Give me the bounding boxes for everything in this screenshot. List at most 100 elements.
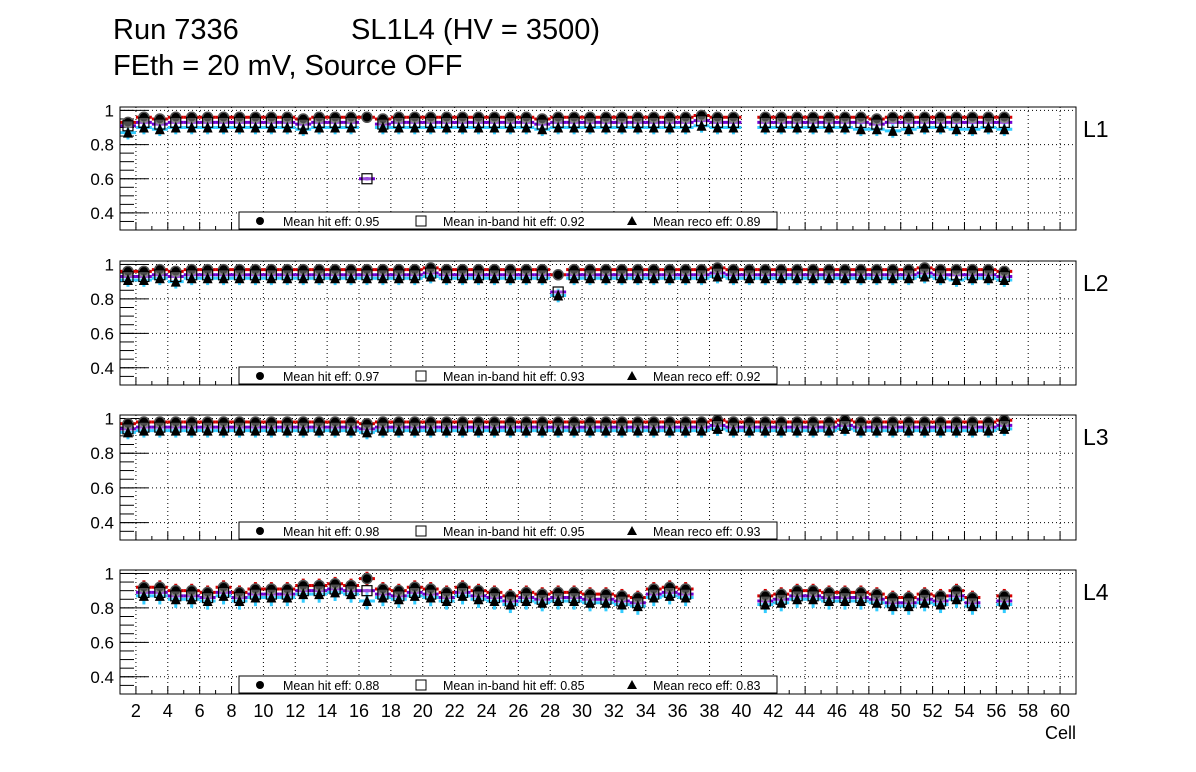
legend-reco-icon <box>627 680 637 689</box>
reco-marker <box>569 595 580 606</box>
reco-marker <box>648 591 659 603</box>
reco-marker <box>855 424 866 436</box>
reco-marker <box>441 424 452 436</box>
reco-marker <box>393 272 404 284</box>
x-tick-label: 12 <box>285 701 305 721</box>
reco-marker <box>664 121 675 133</box>
reco-marker <box>250 121 261 133</box>
reco-marker <box>298 424 309 436</box>
reco-marker <box>871 596 882 608</box>
reco-marker <box>537 123 548 135</box>
reco-marker <box>760 121 771 133</box>
reco-marker <box>122 426 133 438</box>
x-tick-label: 18 <box>381 701 401 721</box>
legend-label: Mean hit eff: 0.88 <box>283 679 379 693</box>
reco-marker <box>776 272 787 284</box>
reco-marker <box>648 121 659 133</box>
reco-marker <box>951 123 962 135</box>
reco-marker <box>250 591 261 603</box>
x-tick-label: 2 <box>131 701 141 721</box>
reco-marker <box>728 121 739 133</box>
reco-marker <box>919 424 930 436</box>
reco-marker <box>648 272 659 284</box>
reco-marker <box>983 121 994 133</box>
x-tick-label: 36 <box>668 701 688 721</box>
reco-marker <box>824 121 835 133</box>
reco-marker <box>696 424 707 436</box>
layer-label: L4 <box>1083 579 1109 605</box>
y-tick-label: 0.4 <box>90 514 114 533</box>
reco-marker <box>680 121 691 133</box>
legend-label: Mean reco eff: 0.93 <box>653 525 761 539</box>
reco-marker <box>871 123 882 135</box>
reco-marker <box>361 426 372 438</box>
y-tick-label: 0.4 <box>90 359 114 378</box>
legend-inband-icon <box>415 525 427 537</box>
y-tick-label: 0.6 <box>90 479 114 498</box>
reco-marker <box>999 598 1010 610</box>
hit-marker <box>552 269 564 281</box>
reco-marker <box>760 424 771 436</box>
conditions-title: FEth = 20 mV, Source OFF <box>113 50 463 82</box>
reco-marker <box>680 424 691 436</box>
reco-marker <box>712 270 723 282</box>
reco-marker <box>457 424 468 436</box>
panel-l2: 0.4 0.6 0.8 1 L2 Mean hit eff: 0.97 Mean in-ba… <box>90 255 1109 386</box>
reco-marker <box>441 595 452 606</box>
y-tick-label: 1 <box>105 101 114 120</box>
reco-marker <box>600 272 611 284</box>
panel-frame <box>119 260 1077 386</box>
reco-marker <box>855 272 866 284</box>
reco-marker <box>250 424 261 436</box>
reco-marker <box>138 424 149 436</box>
hit-marker <box>361 111 373 123</box>
x-tick-label: 8 <box>227 701 237 721</box>
reco-marker <box>298 272 309 284</box>
x-tick-label: 6 <box>195 701 205 721</box>
reco-marker <box>839 595 850 606</box>
x-tick-label: 30 <box>572 701 592 721</box>
reco-marker <box>298 588 309 600</box>
reco-marker <box>330 424 341 436</box>
reco-marker <box>154 424 165 436</box>
reco-marker <box>138 273 149 285</box>
reco-marker <box>935 272 946 284</box>
reco-marker <box>282 272 293 284</box>
panel-frame <box>119 414 1077 541</box>
reco-marker <box>632 600 643 612</box>
reco-marker <box>632 121 643 133</box>
legend-label: Mean reco eff: 0.92 <box>653 370 761 384</box>
reco-marker <box>967 600 978 612</box>
reco-marker <box>919 121 930 133</box>
legend: Mean hit eff: 0.97 Mean in-band hit eff: … <box>238 366 778 385</box>
reco-marker <box>218 272 229 284</box>
reco-marker <box>234 121 245 133</box>
reco-marker <box>696 119 707 131</box>
reco-marker <box>600 596 611 608</box>
reco-marker <box>409 272 420 284</box>
reco-marker <box>935 121 946 133</box>
x-tick-label: 34 <box>636 701 656 721</box>
legend-label: Mean in-band hit eff: 0.85 <box>443 679 585 693</box>
reco-marker <box>648 424 659 436</box>
x-tick-label: 56 <box>986 701 1006 721</box>
reco-marker <box>903 424 914 436</box>
reco-marker <box>585 272 596 284</box>
reco-marker <box>409 589 420 601</box>
reco-marker <box>569 121 580 133</box>
reco-marker <box>839 422 850 434</box>
reco-marker <box>760 272 771 284</box>
reco-marker <box>218 121 229 133</box>
legend-inband-icon <box>415 370 427 382</box>
reco-marker <box>664 272 675 284</box>
reco-marker <box>138 121 149 133</box>
legend-label: Mean in-band hit eff: 0.95 <box>443 525 585 539</box>
x-tick-label: 22 <box>445 701 465 721</box>
legend-label: Mean in-band hit eff: 0.93 <box>443 370 585 384</box>
legend-label: Mean hit eff: 0.97 <box>283 370 379 384</box>
reco-marker <box>696 272 707 284</box>
reco-marker <box>314 588 325 600</box>
legend-reco-icon <box>627 216 637 225</box>
reco-marker <box>330 121 341 133</box>
